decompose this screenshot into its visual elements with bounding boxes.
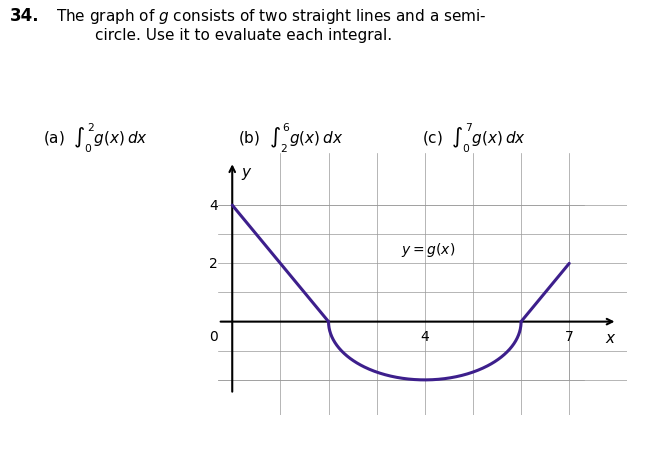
Text: 0: 0	[209, 329, 218, 343]
Text: y: y	[242, 165, 251, 180]
Text: 2: 2	[209, 257, 218, 271]
Text: x: x	[606, 331, 614, 345]
Text: 7: 7	[565, 329, 574, 343]
Text: (a)  $\int_0^{2} g(x)\,dx$: (a) $\int_0^{2} g(x)\,dx$	[43, 122, 148, 155]
Text: 34.: 34.	[10, 7, 40, 25]
Text: (b)  $\int_2^{6} g(x)\,dx$: (b) $\int_2^{6} g(x)\,dx$	[238, 122, 343, 155]
Text: (c)  $\int_0^{7} g(x)\,dx$: (c) $\int_0^{7} g(x)\,dx$	[422, 122, 526, 155]
Text: 4: 4	[420, 329, 429, 343]
Text: $y = g(x)$: $y = g(x)$	[401, 240, 455, 258]
Text: The graph of $g$ consists of two straight lines and a semi-
        circle. Use : The graph of $g$ consists of two straigh…	[56, 7, 486, 43]
Text: 4: 4	[209, 199, 218, 212]
